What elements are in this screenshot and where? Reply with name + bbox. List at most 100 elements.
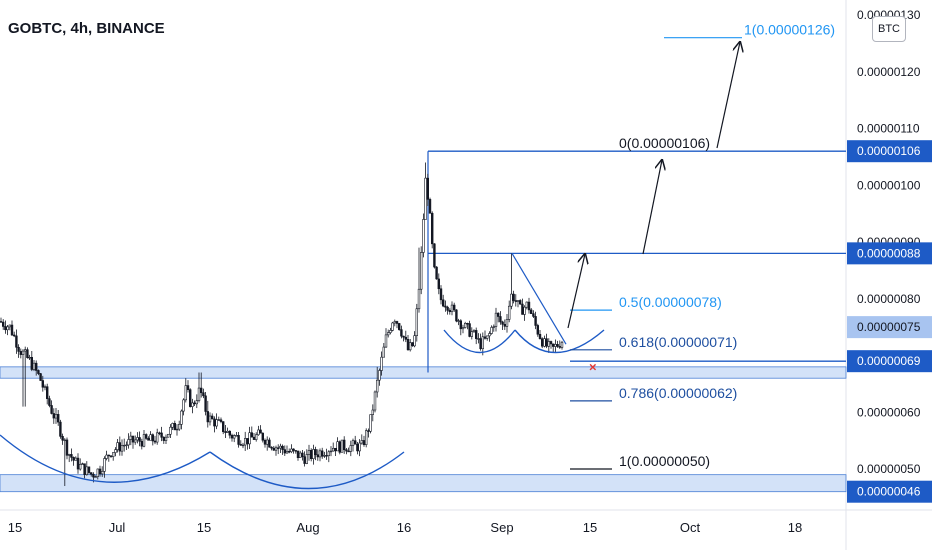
candle-body	[558, 346, 562, 348]
candle-body	[424, 177, 427, 220]
candle-body	[525, 301, 529, 308]
candle-body	[549, 341, 553, 345]
candle-body	[178, 424, 181, 430]
candle	[551, 343, 555, 353]
candle	[349, 440, 352, 457]
candle	[68, 453, 71, 463]
candle	[6, 324, 9, 336]
candle	[48, 395, 51, 408]
cup-arc-small-1[interactable]	[443, 329, 516, 354]
candle-body	[72, 457, 75, 461]
projection-arrow-3[interactable]	[716, 42, 740, 149]
candle	[193, 400, 196, 407]
candle-body	[386, 332, 390, 336]
candle	[23, 346, 27, 407]
candle	[131, 435, 135, 449]
currency-button[interactable]: BTC	[872, 16, 906, 42]
candle-body	[382, 346, 385, 358]
candle-body	[444, 305, 447, 308]
candle	[507, 300, 511, 323]
candle	[180, 409, 183, 430]
candle	[65, 437, 69, 460]
candle-body	[371, 409, 374, 415]
candle	[492, 324, 495, 332]
candle-body	[59, 421, 62, 437]
candle-body	[439, 288, 443, 301]
candle-body	[433, 243, 436, 268]
candle	[94, 475, 97, 478]
candle-body	[39, 373, 42, 381]
candle-body	[13, 334, 16, 337]
support-zone	[0, 366, 847, 379]
candle-body	[499, 316, 502, 323]
cup-arc-right[interactable]	[209, 451, 405, 490]
descending-trendline[interactable]	[511, 253, 567, 345]
price-axis-tick: 0.00000060	[857, 405, 921, 419]
candle-body	[54, 414, 58, 419]
candle-body	[131, 435, 135, 443]
candle	[129, 431, 132, 446]
candle	[228, 430, 231, 439]
candle	[50, 400, 53, 415]
candle	[490, 325, 493, 335]
projection-arrow-2[interactable]	[642, 160, 662, 255]
candle-body	[26, 349, 29, 358]
candle-body	[413, 335, 416, 347]
candle	[444, 300, 447, 312]
candle	[63, 438, 67, 487]
candle	[303, 451, 306, 467]
candle-body	[545, 338, 548, 347]
candle	[347, 447, 350, 453]
candle	[375, 366, 379, 398]
candle-body	[496, 312, 500, 317]
candle	[1, 319, 5, 330]
candle-body	[186, 385, 190, 390]
candle	[296, 450, 300, 461]
candle	[353, 435, 357, 445]
candle-body	[136, 437, 139, 441]
candle	[386, 329, 390, 338]
candle-body	[452, 304, 456, 311]
candle-body	[527, 301, 531, 311]
candle	[167, 433, 170, 438]
candle-body	[303, 456, 306, 464]
candle	[200, 372, 203, 398]
candle	[241, 442, 245, 449]
candle-body	[98, 468, 102, 475]
candle	[250, 426, 253, 438]
candle-body	[334, 447, 337, 452]
candle	[301, 450, 304, 461]
candle-body	[426, 177, 429, 200]
candle-body	[85, 466, 89, 475]
candle	[485, 335, 489, 341]
candle-body	[123, 444, 126, 447]
candle-body	[441, 299, 445, 307]
candle	[81, 462, 84, 465]
candle-body	[516, 300, 520, 302]
candle	[356, 442, 359, 455]
candle-body	[287, 451, 291, 453]
candle-body	[74, 457, 78, 461]
candle-body	[435, 266, 438, 280]
cup-arc-small-2[interactable]	[514, 329, 605, 354]
candle-body	[87, 466, 91, 473]
candle-body	[338, 441, 341, 453]
candle-body	[252, 436, 256, 440]
candle-body	[314, 449, 317, 456]
cup-arc-left[interactable]	[0, 434, 211, 483]
candle-body	[481, 336, 484, 350]
candle-body	[127, 439, 130, 446]
candle-body	[402, 335, 405, 338]
projection-arrow-1[interactable]	[567, 254, 585, 329]
candle	[105, 450, 108, 461]
candle	[211, 413, 214, 420]
candle	[545, 333, 548, 349]
candle	[364, 428, 368, 448]
candle	[145, 433, 148, 440]
candle-body	[219, 419, 223, 422]
candle-body	[417, 288, 421, 310]
candle-body	[316, 454, 319, 458]
candle	[213, 416, 216, 433]
